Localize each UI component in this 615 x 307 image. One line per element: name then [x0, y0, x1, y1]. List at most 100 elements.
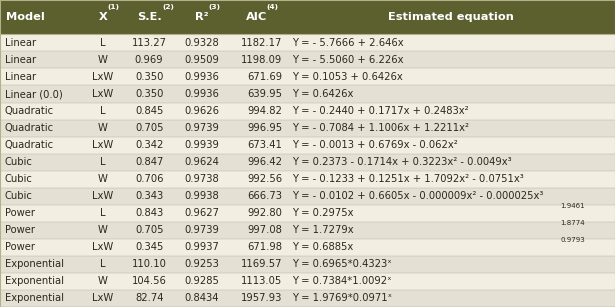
Text: 0.9793: 0.9793	[560, 237, 585, 243]
Bar	[0, 154, 615, 171]
Bar	[0, 119, 615, 137]
Text: 1.9461: 1.9461	[560, 203, 585, 208]
Text: Linear: Linear	[5, 72, 36, 82]
Text: W: W	[98, 55, 108, 65]
Text: (4): (4)	[267, 4, 279, 10]
Text: Cubic: Cubic	[5, 174, 33, 184]
Text: 0.9937: 0.9937	[184, 242, 219, 252]
Text: 0.706: 0.706	[135, 174, 164, 184]
Bar	[0, 273, 615, 290]
Text: 0.9509: 0.9509	[184, 55, 219, 65]
Text: Quadratic: Quadratic	[5, 123, 54, 133]
Text: 0.345: 0.345	[135, 242, 164, 252]
Text: 1957.93: 1957.93	[241, 293, 282, 304]
Text: Estimated equation: Estimated equation	[387, 12, 514, 22]
Text: 0.9624: 0.9624	[184, 157, 219, 167]
Text: Power: Power	[5, 208, 35, 218]
Text: Model: Model	[6, 12, 45, 22]
Bar	[0, 137, 615, 154]
Text: (2): (2)	[162, 4, 174, 10]
Text: 0.9936: 0.9936	[184, 72, 219, 82]
Text: 0.342: 0.342	[135, 140, 164, 150]
Text: 0.705: 0.705	[135, 123, 164, 133]
Text: S.E.: S.E.	[137, 12, 162, 22]
Text: 0.9939: 0.9939	[184, 140, 219, 150]
Text: Y = 0.6426x: Y = 0.6426x	[292, 89, 354, 99]
Text: R²: R²	[194, 12, 208, 22]
Text: Exponential: Exponential	[5, 293, 64, 304]
Text: 0.845: 0.845	[135, 106, 164, 116]
Text: LxW: LxW	[92, 242, 114, 252]
Text: Y = 1.9769*0.0971ˣ: Y = 1.9769*0.0971ˣ	[292, 293, 392, 304]
Bar	[0, 51, 615, 68]
Text: Quadratic: Quadratic	[5, 140, 54, 150]
Text: Exponential: Exponential	[5, 276, 64, 286]
Text: Linear: Linear	[5, 38, 36, 48]
Text: W: W	[98, 276, 108, 286]
Text: W: W	[98, 123, 108, 133]
Text: Linear: Linear	[5, 55, 36, 65]
Bar	[0, 205, 615, 222]
Text: Y = 0.1053 + 0.6426x: Y = 0.1053 + 0.6426x	[292, 72, 403, 82]
Text: Power: Power	[5, 242, 35, 252]
Text: 0.9328: 0.9328	[184, 38, 219, 48]
Text: Y = - 5.7666 + 2.646x: Y = - 5.7666 + 2.646x	[292, 38, 404, 48]
Text: Power: Power	[5, 225, 35, 235]
Text: LxW: LxW	[92, 72, 114, 82]
Bar	[0, 68, 615, 85]
Text: 1.8774: 1.8774	[560, 220, 585, 226]
Bar	[0, 0, 615, 34]
Text: (1): (1)	[107, 4, 119, 10]
Text: 82.74: 82.74	[135, 293, 164, 304]
Text: Y = 0.6885x: Y = 0.6885x	[292, 242, 354, 252]
Text: X: X	[98, 12, 108, 22]
Text: 992.80: 992.80	[247, 208, 282, 218]
Text: 113.27: 113.27	[132, 38, 167, 48]
Text: 0.9936: 0.9936	[184, 89, 219, 99]
Text: Y = 0.7384*1.0092ˣ: Y = 0.7384*1.0092ˣ	[292, 276, 392, 286]
Text: W: W	[98, 174, 108, 184]
Text: 0.847: 0.847	[135, 157, 164, 167]
Bar	[0, 222, 615, 239]
Text: 0.705: 0.705	[135, 225, 164, 235]
Text: L: L	[100, 259, 106, 270]
Text: 992.56: 992.56	[247, 174, 282, 184]
Text: 0.9253: 0.9253	[184, 259, 219, 270]
Text: 1198.09: 1198.09	[241, 55, 282, 65]
Text: Y = 0.2373 - 0.1714x + 0.3223x² - 0.0049x³: Y = 0.2373 - 0.1714x + 0.3223x² - 0.0049…	[292, 157, 512, 167]
Text: 0.9626: 0.9626	[184, 106, 219, 116]
Text: 0.9738: 0.9738	[184, 174, 219, 184]
Text: 1182.17: 1182.17	[241, 38, 282, 48]
Text: Y = - 0.2440 + 0.1717x + 0.2483x²: Y = - 0.2440 + 0.1717x + 0.2483x²	[292, 106, 469, 116]
Text: LxW: LxW	[92, 89, 114, 99]
Bar	[0, 85, 615, 103]
Text: 0.843: 0.843	[135, 208, 163, 218]
Bar	[0, 171, 615, 188]
Text: 0.8434: 0.8434	[184, 293, 219, 304]
Text: 0.350: 0.350	[135, 72, 164, 82]
Text: 0.9627: 0.9627	[184, 208, 219, 218]
Text: LxW: LxW	[92, 140, 114, 150]
Text: 0.9739: 0.9739	[184, 123, 219, 133]
Text: 996.95: 996.95	[247, 123, 282, 133]
Bar	[0, 239, 615, 256]
Text: L: L	[100, 157, 106, 167]
Text: L: L	[100, 106, 106, 116]
Text: 104.56: 104.56	[132, 276, 167, 286]
Text: 671.69: 671.69	[247, 72, 282, 82]
Bar	[0, 188, 615, 205]
Text: 996.42: 996.42	[247, 157, 282, 167]
Text: 1113.05: 1113.05	[241, 276, 282, 286]
Text: 1169.57: 1169.57	[241, 259, 282, 270]
Text: Y = - 0.1233 + 0.1251x + 1.7092x² - 0.0751x³: Y = - 0.1233 + 0.1251x + 1.7092x² - 0.07…	[292, 174, 524, 184]
Text: 666.73: 666.73	[247, 191, 282, 201]
Text: Y = - 0.0102 + 0.6605x - 0.000009x² - 0.000025x³: Y = - 0.0102 + 0.6605x - 0.000009x² - 0.…	[292, 191, 544, 201]
Text: Cubic: Cubic	[5, 157, 33, 167]
Text: L: L	[100, 208, 106, 218]
Text: LxW: LxW	[92, 191, 114, 201]
Text: 673.41: 673.41	[247, 140, 282, 150]
Text: Quadratic: Quadratic	[5, 106, 54, 116]
Bar	[0, 103, 615, 119]
Text: Cubic: Cubic	[5, 191, 33, 201]
Text: AIC: AIC	[246, 12, 268, 22]
